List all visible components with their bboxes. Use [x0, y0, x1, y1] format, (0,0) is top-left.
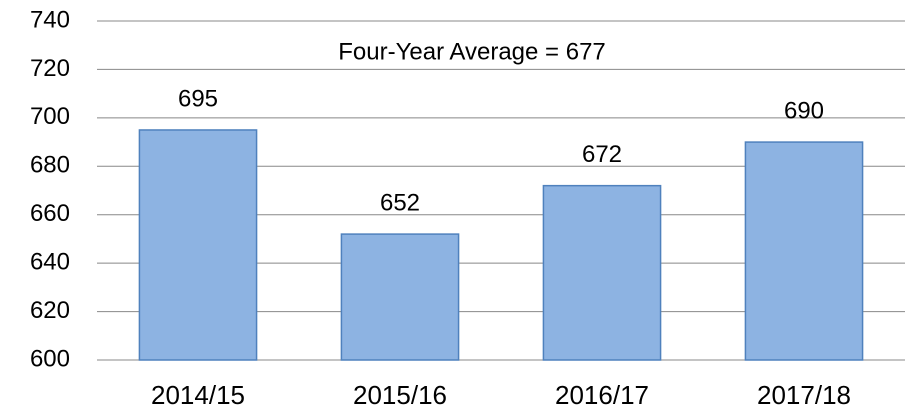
x-tick-label: 2016/17	[555, 380, 649, 410]
y-tick-label: 640	[30, 248, 70, 275]
bar	[138, 129, 258, 361]
data-label: 690	[784, 97, 824, 124]
y-tick-label: 620	[30, 297, 70, 324]
data-label: 672	[582, 141, 622, 168]
y-tick-label: 600	[30, 345, 70, 372]
y-tick-label: 700	[30, 103, 70, 130]
x-tick-label: 2015/16	[353, 380, 447, 410]
y-tick-label: 680	[30, 152, 70, 179]
x-tick-label: 2017/18	[757, 380, 851, 410]
x-tick-label: 2014/15	[151, 380, 245, 410]
bar	[340, 233, 460, 361]
data-label: 652	[380, 189, 420, 216]
y-tick-label: 720	[30, 55, 70, 82]
annotation: Four-Year Average = 677	[338, 38, 606, 65]
data-label: 695	[178, 85, 218, 112]
bar	[744, 141, 864, 361]
y-tick-label: 660	[30, 200, 70, 227]
y-tick-label: 740	[30, 6, 70, 33]
bar	[542, 184, 662, 361]
